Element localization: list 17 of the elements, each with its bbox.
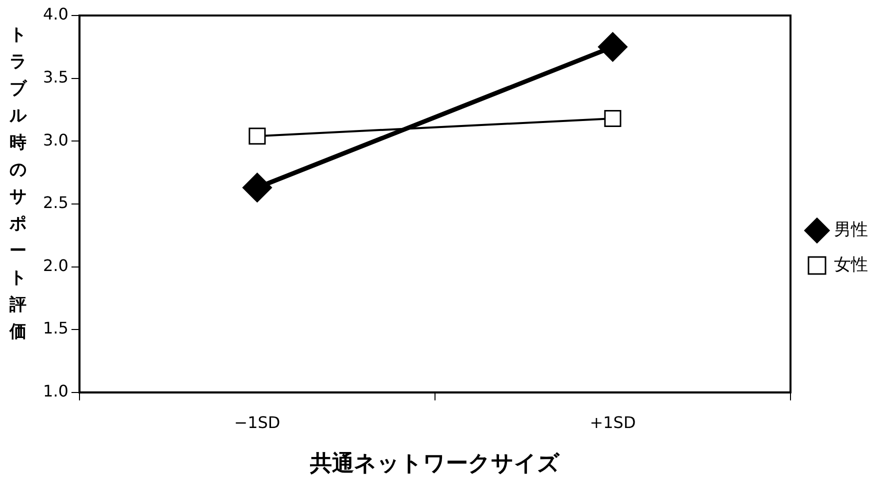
legend-label: 女性 xyxy=(834,254,868,275)
y-tick-label: 2.5 xyxy=(42,193,68,212)
legend-label: 男性 xyxy=(834,220,868,240)
y-tick-label: 4.0 xyxy=(42,4,68,24)
point xyxy=(248,128,266,145)
y-tick-label: 3.0 xyxy=(42,130,68,150)
point xyxy=(604,110,622,128)
text: トラブル時のサポート評価 xyxy=(10,25,26,342)
y-tick-label: 3.5 xyxy=(42,67,68,86)
x-axis-title: 共通ネットワークサイズ xyxy=(308,452,560,477)
x-tick-label: −1SD xyxy=(234,413,280,432)
point xyxy=(598,32,628,62)
y-tick-label: 2.0 xyxy=(42,256,68,275)
point xyxy=(242,172,272,202)
y-tick-label: 1.5 xyxy=(42,318,68,338)
y-tick-label: 1.0 xyxy=(42,382,68,401)
x-tick-label: +1SD xyxy=(590,413,636,432)
